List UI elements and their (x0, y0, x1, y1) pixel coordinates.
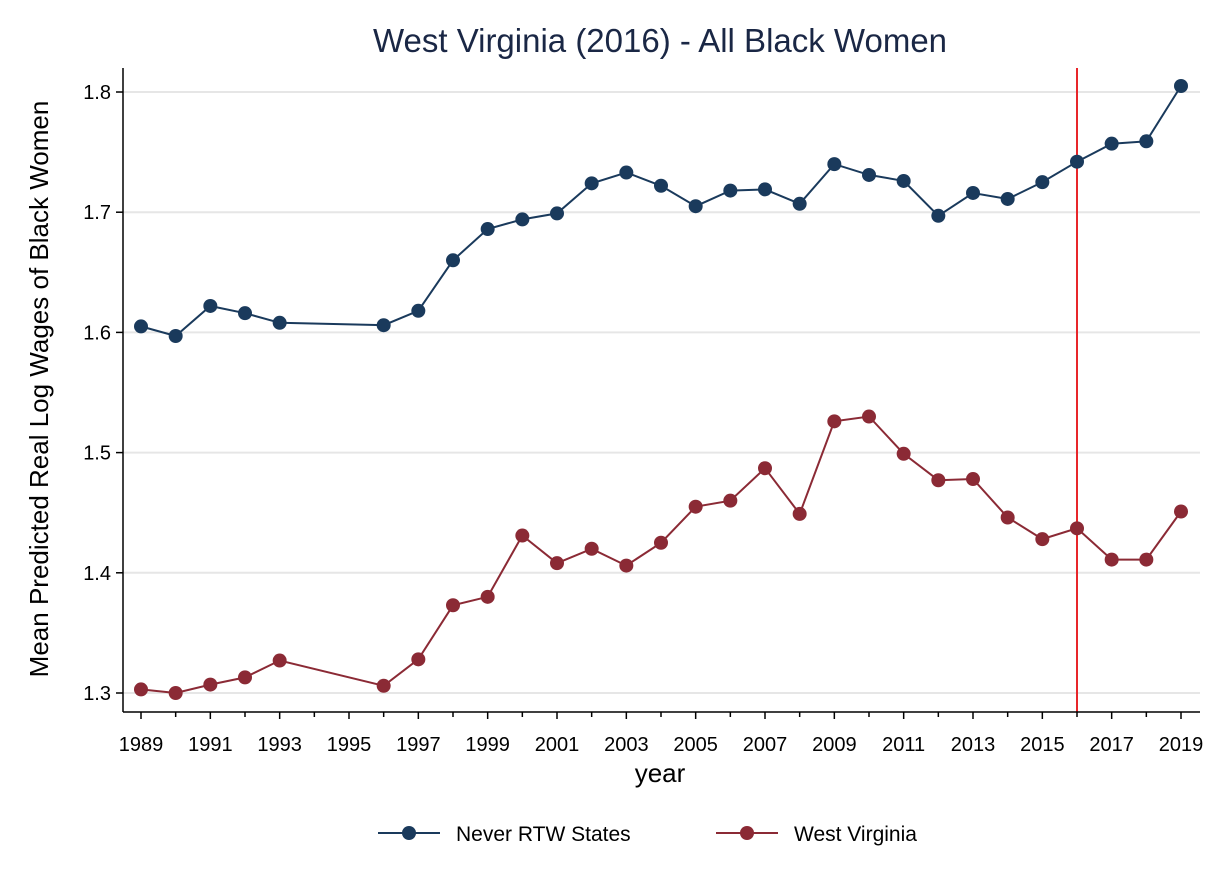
data-point (688, 199, 703, 214)
data-point (134, 682, 148, 697)
x-tick-label: 2015 (1020, 734, 1065, 756)
data-point (1104, 552, 1119, 567)
data-point (827, 157, 842, 172)
data-point (238, 670, 252, 685)
data-point (654, 178, 668, 193)
x-tick-label: 1993 (257, 734, 302, 756)
data-point (134, 319, 148, 334)
data-point (584, 541, 599, 556)
chart-title: West Virginia (2016) - All Black Women (373, 22, 947, 59)
x-tick-label: 2013 (951, 734, 996, 756)
axes: 1.3 1.4 1.5 1.6 1.7 1.8 1989 1991 1993 1995 1997 19… (83, 68, 1203, 756)
data-point (480, 222, 495, 237)
data-point (1035, 175, 1050, 190)
data-point (272, 315, 287, 330)
data-point (619, 165, 634, 180)
data-point (411, 303, 426, 318)
data-point (896, 446, 911, 461)
legend-label: West Virginia (794, 823, 917, 846)
data-point (550, 556, 564, 571)
y-tick-label: 1.3 (83, 683, 111, 705)
data-point (654, 535, 668, 550)
data-point (827, 414, 842, 429)
y-tick-label: 1.8 (83, 82, 111, 104)
data-point (931, 208, 946, 223)
legend-marker (740, 826, 754, 840)
x-tick-label: 1995 (327, 734, 372, 756)
y-tick-label: 1.4 (83, 563, 111, 585)
x-tick-label: 1989 (119, 734, 164, 756)
data-point (272, 653, 287, 668)
data-point (446, 253, 460, 268)
data-point (792, 506, 807, 521)
x-tick-label: 1991 (188, 734, 233, 756)
x-tick-label: 2003 (604, 734, 649, 756)
x-tick-label: 1997 (396, 734, 441, 756)
data-point (376, 678, 391, 693)
data-point (758, 461, 772, 476)
x-tick-label: 1999 (465, 734, 510, 756)
data-point (792, 196, 807, 211)
data-point (203, 298, 218, 313)
y-axis-title: Mean Predicted Real Log Wages of Black W… (24, 101, 54, 678)
x-tick-label: 2009 (812, 734, 857, 756)
legend: Never RTW States West Virginia (378, 823, 917, 846)
legend-marker (402, 826, 416, 840)
data-point (1174, 78, 1188, 93)
data-point (1000, 510, 1015, 525)
data-point (966, 472, 980, 487)
data-point (1070, 521, 1084, 536)
data-point (1035, 532, 1050, 547)
data-point (168, 329, 183, 344)
data-point (758, 182, 772, 197)
data-point (1070, 154, 1084, 169)
gridlines (123, 91, 1200, 694)
series-line (140, 415, 1182, 695)
x-axis-title: year (635, 758, 686, 788)
data-point (1104, 136, 1119, 151)
y-tick-label: 1.6 (83, 322, 111, 344)
series-group (134, 78, 1188, 700)
data-point (966, 185, 980, 200)
data-point (1000, 191, 1015, 206)
y-tick-label: 1.5 (83, 443, 111, 465)
x-tick-label: 2001 (535, 734, 580, 756)
y-tick-label: 1.7 (83, 202, 111, 224)
legend-label: Never RTW States (456, 823, 631, 846)
data-point (619, 558, 634, 573)
data-point (446, 598, 460, 613)
x-tick-label: 2017 (1089, 734, 1134, 756)
data-point (1174, 504, 1188, 519)
data-point (515, 212, 530, 227)
data-point (550, 206, 564, 221)
series-line (140, 85, 1182, 338)
data-point (688, 499, 703, 514)
data-point (203, 677, 218, 692)
data-point (931, 473, 946, 488)
data-point (1139, 552, 1154, 567)
data-point (862, 167, 876, 182)
data-point (515, 528, 530, 543)
data-point (1139, 134, 1154, 149)
data-point (411, 652, 426, 667)
data-point (584, 176, 599, 191)
x-tick-label: 2007 (743, 734, 788, 756)
data-point (480, 589, 495, 604)
data-point (723, 493, 738, 508)
data-point (723, 183, 738, 198)
data-point (862, 409, 876, 424)
x-tick-label: 2019 (1159, 734, 1204, 756)
x-tick-label: 2005 (673, 734, 718, 756)
x-tick-label: 2011 (882, 734, 925, 756)
data-point (168, 686, 183, 700)
data-point (238, 306, 252, 321)
data-point (896, 173, 911, 188)
data-point (376, 318, 391, 333)
